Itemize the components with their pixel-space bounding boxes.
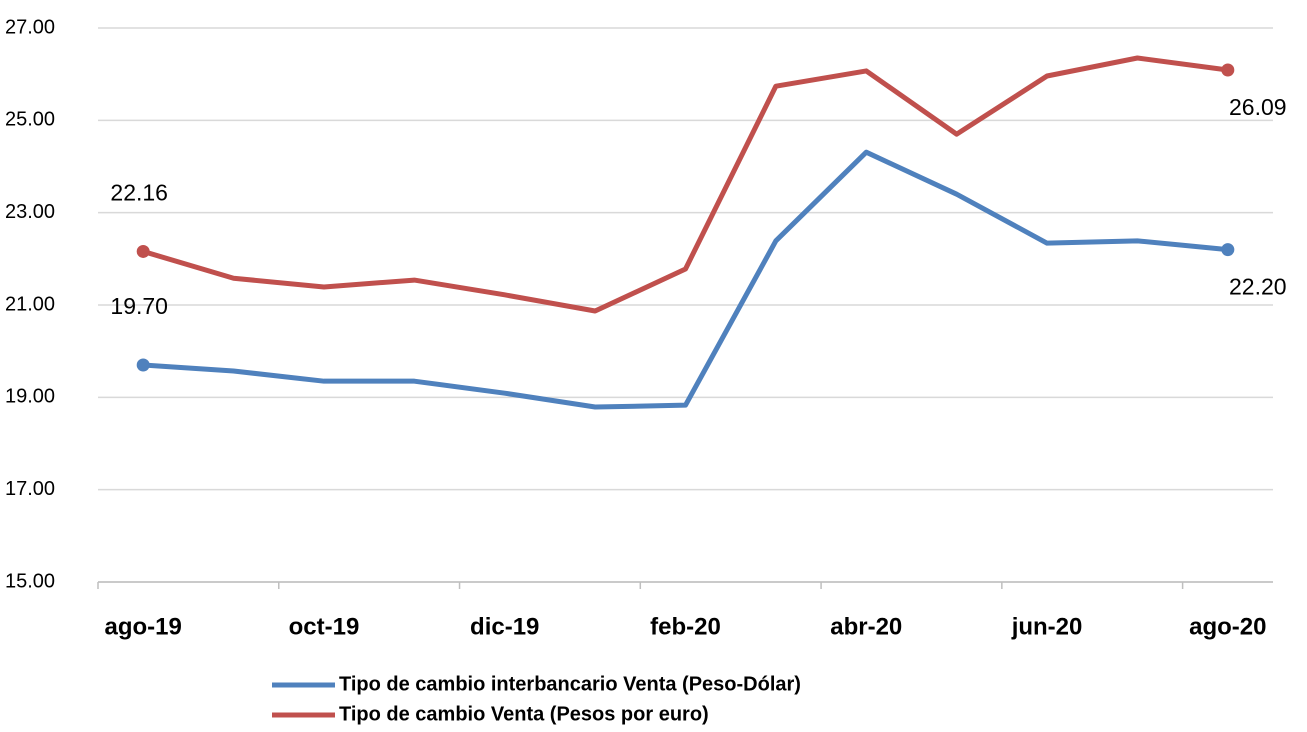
point [136,244,150,258]
y-tick-label: 19.00 [5,386,55,408]
value-label: 22.20 [1229,274,1287,300]
y-tick-label: 23.00 [5,201,55,223]
x-tick-label: jun-20 [1011,613,1083,640]
series-line [142,55,1229,314]
x-tick-label: oct-19 [289,613,360,640]
legend-label: Tipo de cambio interbancario Venta (Peso… [339,673,801,695]
x-tick-label: dic-19 [470,613,539,640]
legend-label: Tipo de cambio Venta (Pesos por euro) [339,703,709,725]
value-label: 19.70 [110,293,168,319]
x-tick-label: abr-20 [830,613,902,640]
value-label: 22.16 [110,180,168,206]
y-tick-label: 17.00 [5,478,55,500]
y-tick-label: 15.00 [5,570,55,592]
series-line [143,149,1229,410]
value-label: 26.09 [1229,94,1287,120]
y-tick-label: 21.00 [5,293,55,315]
x-tick-label: ago-20 [1189,613,1266,640]
y-tick-label: 25.00 [5,109,55,131]
point [136,358,150,372]
point [1221,63,1235,77]
point [1221,243,1235,257]
x-tick-label: ago-19 [105,613,182,640]
y-tick-label: 27.00 [5,16,55,38]
x-tick-label: feb-20 [650,613,721,640]
